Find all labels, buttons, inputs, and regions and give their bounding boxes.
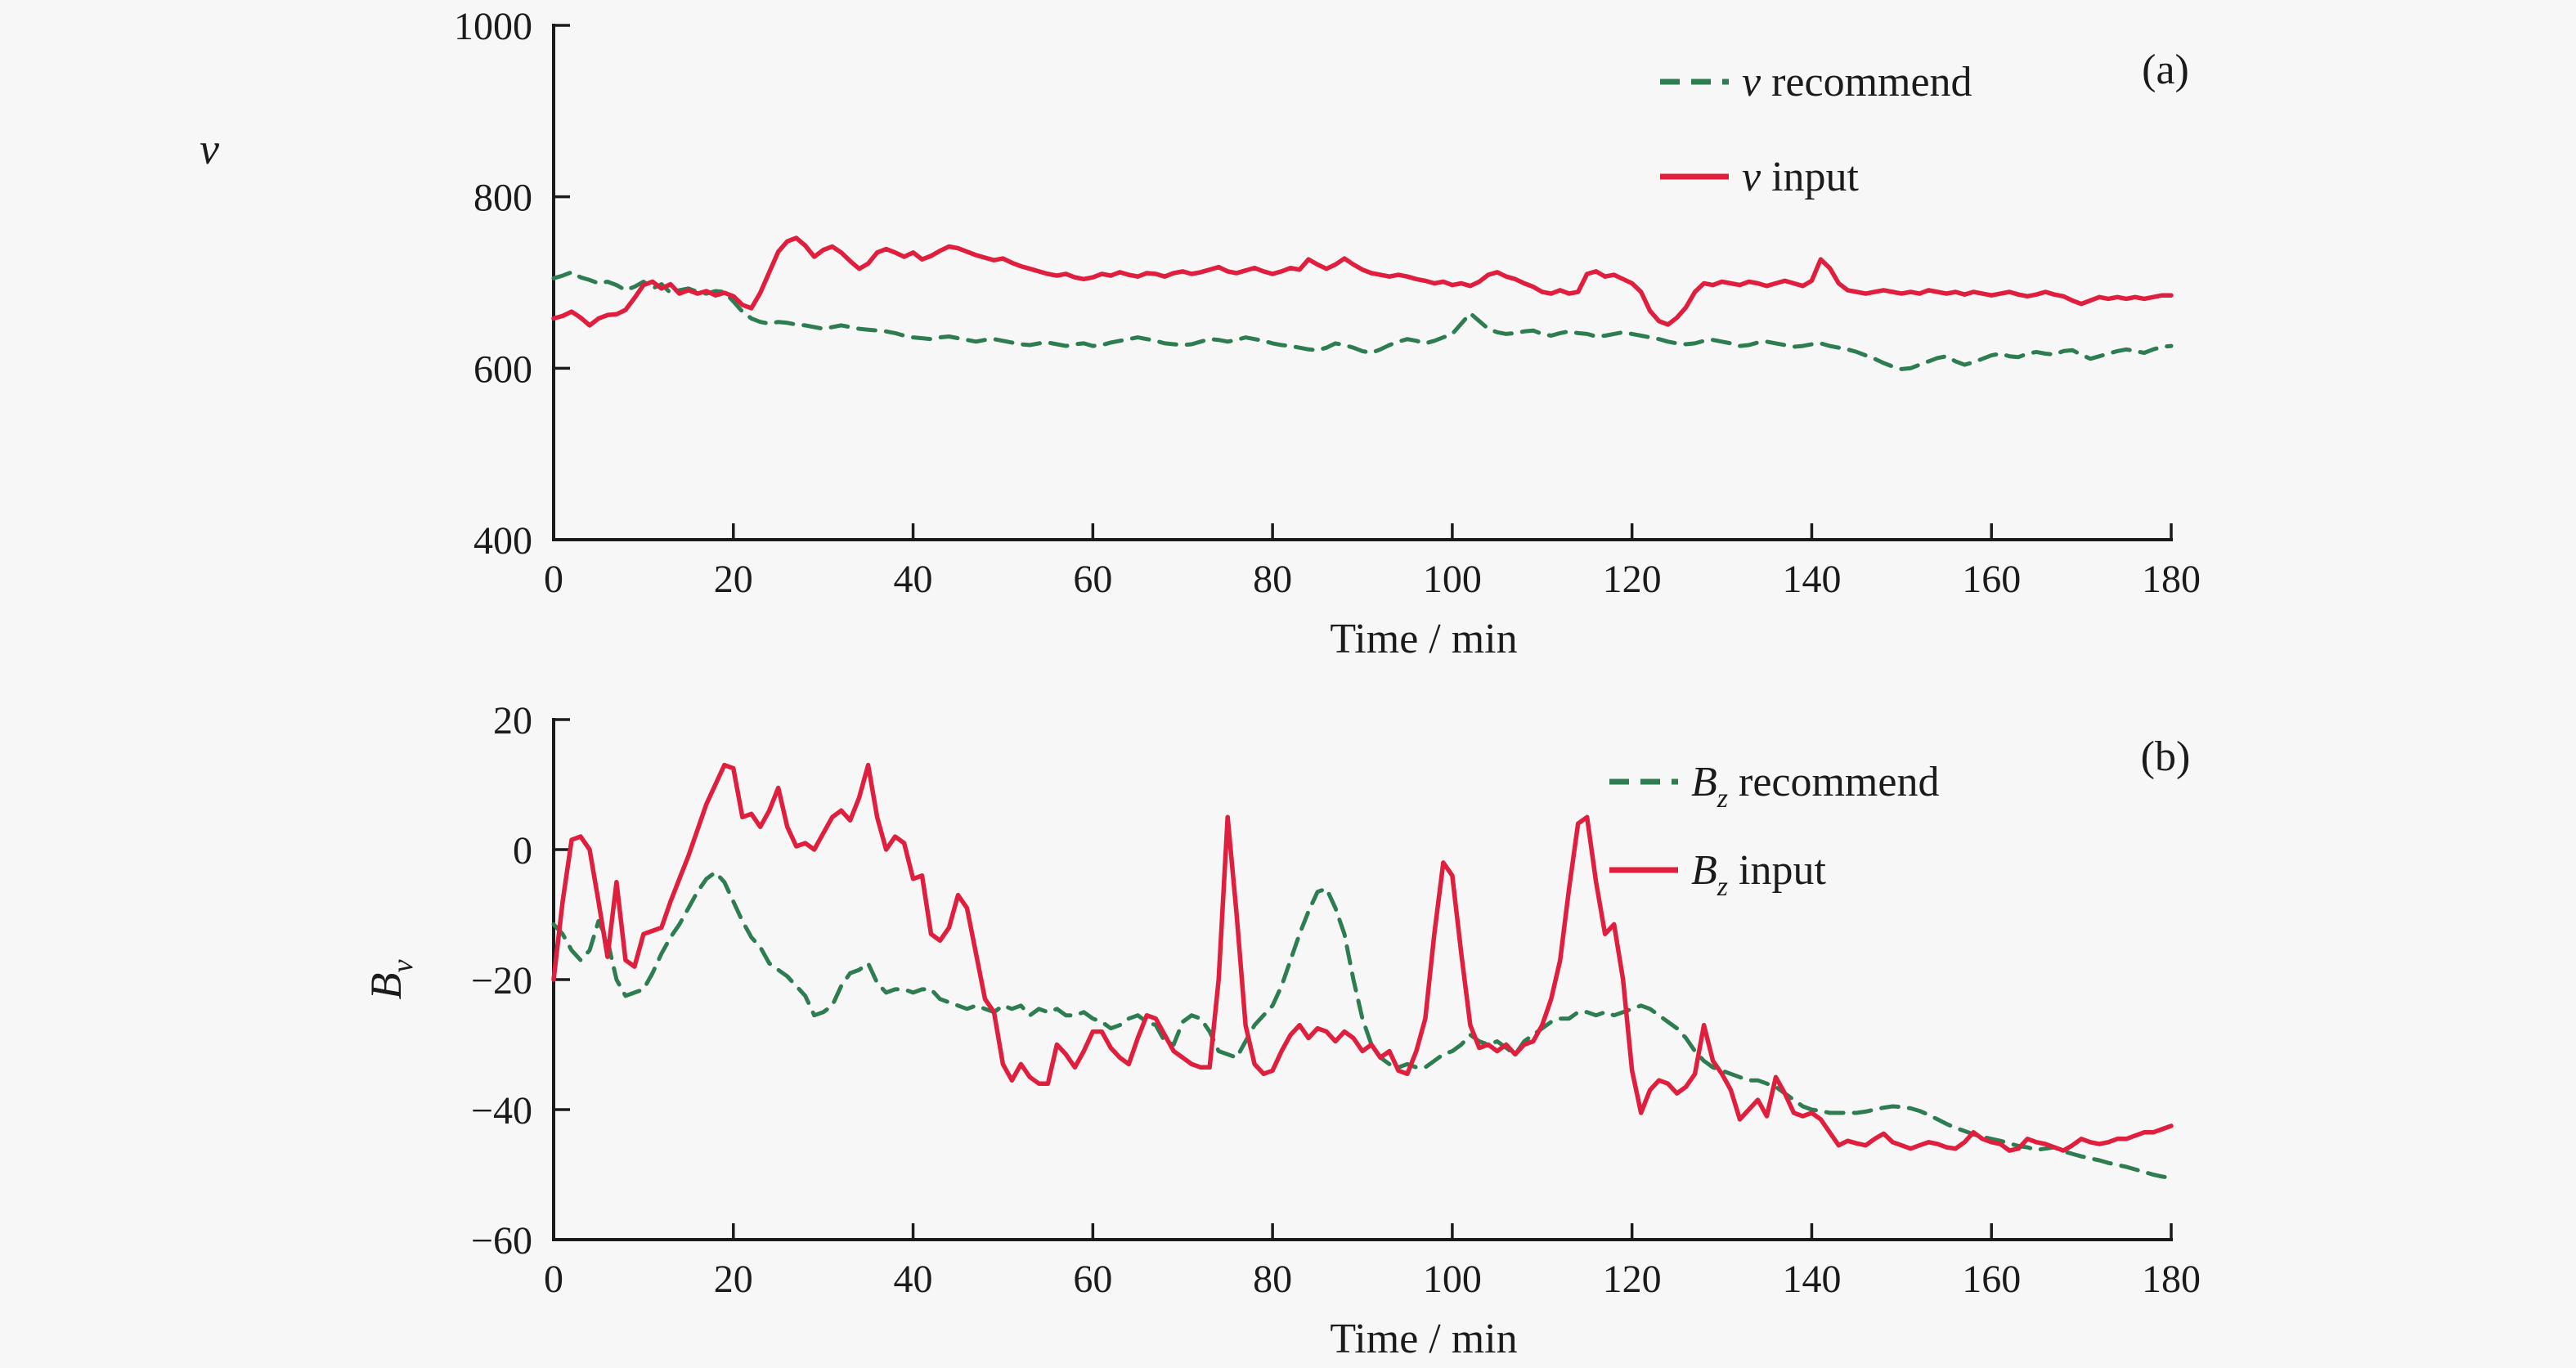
series-line-input bbox=[551, 762, 2174, 1153]
y-tick-label: 600 bbox=[473, 348, 532, 391]
series-line-input bbox=[551, 235, 2174, 328]
x-tick-label: 40 bbox=[894, 558, 933, 601]
x-tick-label: 140 bbox=[1782, 1258, 1841, 1301]
legend-label: v input bbox=[1742, 154, 1860, 200]
y-tick-label: −60 bbox=[471, 1219, 532, 1263]
x-tick-label: 20 bbox=[714, 1258, 753, 1301]
x-tick-label: 80 bbox=[1253, 1258, 1292, 1301]
series-line-recommend bbox=[551, 870, 2174, 1180]
x-axis-title: Time / min bbox=[1330, 616, 1517, 662]
x-tick-label: 80 bbox=[1253, 558, 1292, 601]
x-tick-label: 180 bbox=[2142, 558, 2201, 601]
y-tick-label: −40 bbox=[471, 1089, 532, 1133]
y-tick-label: 1000 bbox=[454, 5, 532, 48]
x-tick-label: 160 bbox=[1962, 1258, 2021, 1301]
y-tick-label: −20 bbox=[471, 959, 532, 1002]
y-tick-label: 20 bbox=[493, 699, 532, 742]
panel-tag: (a) bbox=[2142, 47, 2189, 93]
y-axis-title: v bbox=[200, 124, 219, 173]
x-tick-label: 60 bbox=[1073, 558, 1112, 601]
panel-tag: (b) bbox=[2141, 733, 2191, 780]
x-tick-label: 140 bbox=[1782, 558, 1841, 601]
y-tick-label: 0 bbox=[513, 829, 532, 872]
x-tick-label: 100 bbox=[1423, 558, 1482, 601]
legend-label: Bz recommend bbox=[1691, 759, 1939, 814]
legend-label: Bz input bbox=[1691, 847, 1826, 902]
x-tick-label: 0 bbox=[544, 558, 563, 601]
chart-panel-a: 400 600 800 1000 0 20 40 60 80 100 120 140 160 180 Tim… bbox=[200, 5, 2201, 662]
x-tick-label: 100 bbox=[1423, 1258, 1482, 1301]
x-axis-title: Time / min bbox=[1330, 1316, 1517, 1362]
legend-label: v recommend bbox=[1742, 59, 1972, 105]
x-tick-label: 160 bbox=[1962, 558, 2021, 601]
x-tick-label: 120 bbox=[1603, 1258, 1662, 1301]
x-tick-label: 180 bbox=[2142, 1258, 2201, 1301]
x-tick-label: 120 bbox=[1603, 558, 1662, 601]
series-line-recommend bbox=[551, 270, 2174, 371]
chart-panel-b: −60 −40 −20 0 20 0 20 40 60 80 100 120 140 160 180 Time… bbox=[361, 699, 2201, 1362]
x-tick-label: 60 bbox=[1073, 1258, 1112, 1301]
x-tick-label: 0 bbox=[544, 1258, 563, 1301]
y-tick-label: 800 bbox=[473, 177, 532, 220]
y-axis-title: Bv bbox=[361, 959, 419, 999]
y-tick-label: 400 bbox=[473, 519, 532, 563]
x-tick-label: 40 bbox=[894, 1258, 933, 1301]
x-tick-label: 20 bbox=[714, 558, 753, 601]
